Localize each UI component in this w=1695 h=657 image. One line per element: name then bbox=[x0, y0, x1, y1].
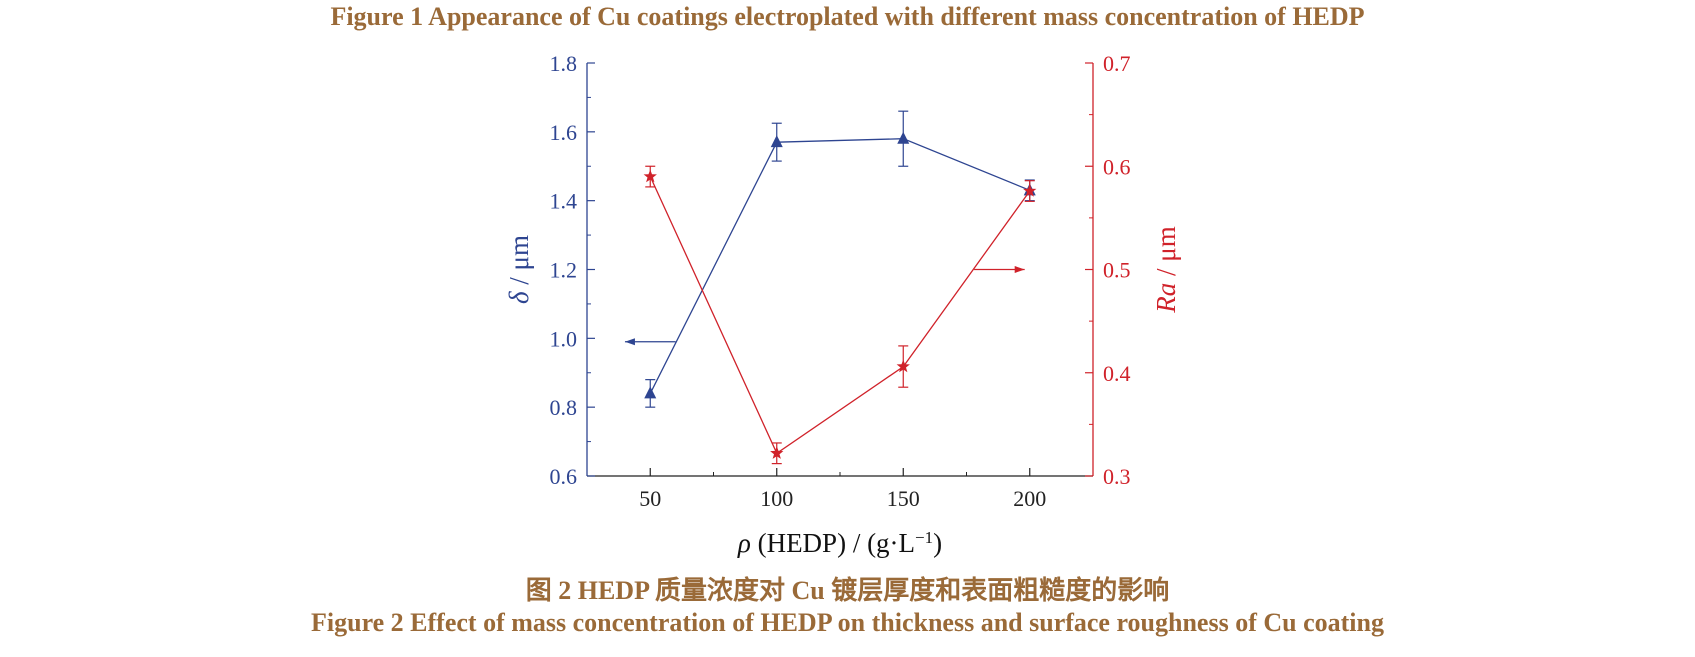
y-right-tick-label: 0.7 bbox=[1103, 51, 1131, 76]
y-left-axis-label: δ / μm bbox=[504, 235, 534, 304]
chart-axes bbox=[586, 62, 1094, 477]
star-point bbox=[1023, 184, 1037, 197]
y-left-tick-label: 1.2 bbox=[550, 258, 578, 283]
series-line-right bbox=[649, 176, 1031, 455]
star-point bbox=[770, 446, 784, 459]
triangle-point bbox=[644, 386, 657, 399]
y-left-tick-label: 1.0 bbox=[550, 326, 578, 351]
y-left-tick-label: 0.6 bbox=[550, 464, 578, 489]
x-tick-label: 150 bbox=[887, 486, 920, 511]
y-left-tick-label: 1.6 bbox=[550, 120, 578, 145]
star-point bbox=[643, 169, 657, 183]
star-point bbox=[896, 359, 910, 373]
y-left-tick-label: 1.8 bbox=[550, 51, 578, 76]
y-right-tick-label: 0.3 bbox=[1103, 464, 1131, 489]
y-right-tick-label: 0.4 bbox=[1103, 361, 1131, 386]
series-line-left bbox=[649, 138, 1031, 394]
dual-axis-line-chart: 0.6 0.8 1.0 1.2 1.4 1.6 1.8 0.3 0.4 0.5 0.6 0.7 50 10… bbox=[504, 51, 1181, 558]
y-right-axis-label: Ra / μm bbox=[1151, 226, 1181, 313]
figure-2-caption-chinese: 图 2 HEDP 质量浓度对 Cu 镀层厚度和表面粗糙度的影响 bbox=[525, 576, 1170, 605]
indicator-arrowhead-right bbox=[1014, 266, 1025, 273]
indicator-arrowhead-left bbox=[624, 338, 635, 346]
y-left-tick-label: 0.8 bbox=[550, 395, 578, 420]
chart-marks bbox=[624, 110, 1037, 465]
y-left-tick-label: 1.4 bbox=[550, 189, 578, 214]
y-right-tick-label: 0.5 bbox=[1103, 258, 1131, 283]
x-tick-label: 200 bbox=[1013, 486, 1046, 511]
figure-1-caption: Figure 1 Appearance of Cu coatings elect… bbox=[330, 2, 1365, 31]
x-tick-label: 50 bbox=[639, 486, 661, 511]
triangle-point bbox=[770, 135, 783, 148]
triangle-point bbox=[897, 131, 910, 144]
x-axis-label: ρ (HEDP) / (g·L−1) bbox=[737, 528, 942, 559]
chart-labels: 0.6 0.8 1.0 1.2 1.4 1.6 1.8 0.3 0.4 0.5 0.6 0.7 50 10… bbox=[504, 51, 1181, 558]
x-tick-label: 100 bbox=[760, 486, 793, 511]
y-right-tick-label: 0.6 bbox=[1103, 154, 1131, 179]
figure-2-caption-english: Figure 2 Effect of mass concentration of… bbox=[311, 608, 1384, 637]
